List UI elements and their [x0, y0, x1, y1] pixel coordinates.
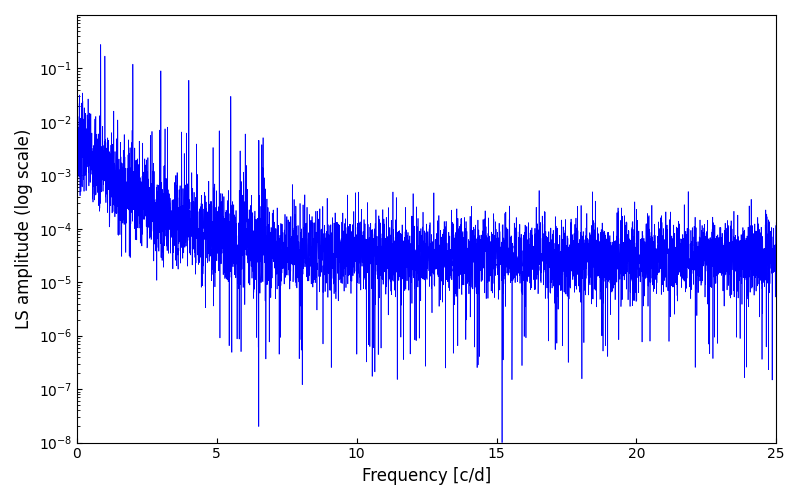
X-axis label: Frequency [c/d]: Frequency [c/d] — [362, 467, 491, 485]
Y-axis label: LS amplitude (log scale): LS amplitude (log scale) — [15, 128, 33, 329]
